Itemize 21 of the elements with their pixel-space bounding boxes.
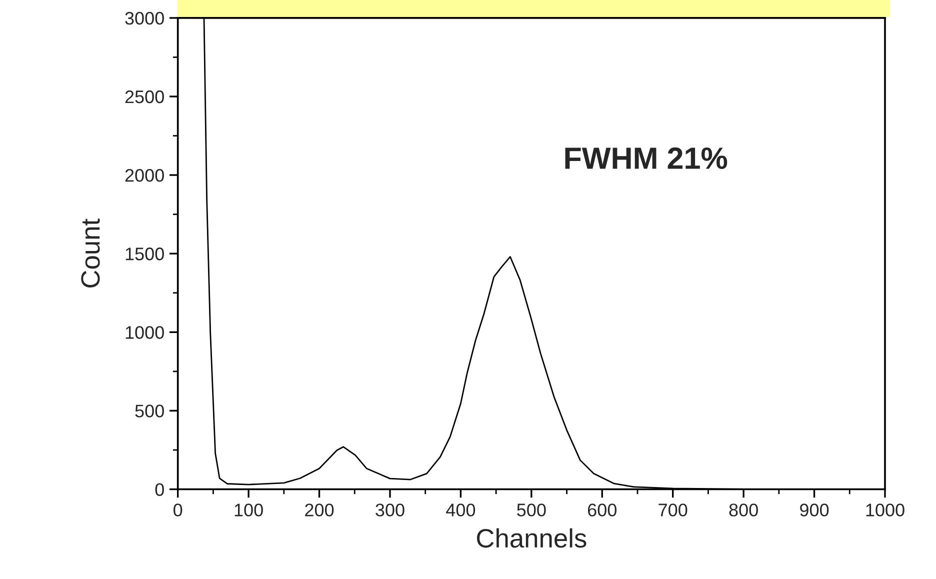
- y-tick-label: 1500: [126, 248, 164, 260]
- x-tick-label: 300: [376, 504, 404, 516]
- x-tick-label: 200: [305, 504, 334, 516]
- x-axis-title: Channels: [477, 528, 586, 548]
- y-tick-label: 2000: [125, 168, 164, 182]
- y-tick-label: 2500: [125, 90, 164, 104]
- annotation: FWHM 21%: [565, 147, 728, 170]
- y-axis-title: Count: [81, 218, 100, 288]
- y-tick-label: 500: [135, 404, 164, 418]
- x-tick-label: 800: [729, 504, 758, 516]
- y-tick-label: 0: [155, 483, 164, 496]
- y-tick-label: 1000: [126, 326, 164, 339]
- x-tick-label: 900: [800, 504, 829, 516]
- y-tick-label: 3000: [125, 12, 164, 25]
- x-tick-label: 100: [234, 504, 263, 516]
- x-tick-label: 500: [517, 504, 546, 516]
- x-tick-label: 400: [446, 504, 476, 516]
- x-tick-label: 1000: [866, 504, 904, 516]
- x-tick-label: 700: [658, 504, 688, 516]
- x-tick-label: 0: [174, 504, 182, 516]
- x-tick-label: 600: [588, 504, 616, 516]
